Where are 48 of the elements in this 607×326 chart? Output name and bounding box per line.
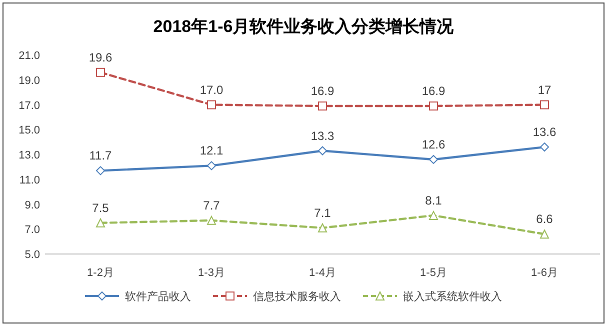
- data-label: 7.7: [203, 198, 220, 212]
- point: [429, 210, 438, 220]
- y-tick-label: 17.0: [18, 100, 40, 112]
- y-tick-label: 5.0: [24, 249, 40, 261]
- data-label: 16.9: [310, 84, 334, 98]
- y-tick-label: 19.0: [18, 74, 40, 87]
- y-tick-label: 9.0: [24, 199, 40, 212]
- data-label: 12.1: [200, 144, 224, 158]
- point: [207, 216, 216, 225]
- x-tick-label: 1-3月: [198, 267, 225, 279]
- point: [96, 68, 105, 77]
- data-label: 8.1: [425, 193, 442, 208]
- y-tick-label: 11.0: [19, 174, 40, 186]
- chart-title: 2018年1-6月软件业务收入分类增长情况: [153, 17, 455, 36]
- point: [429, 101, 438, 110]
- y-tick-label: 13.0: [18, 150, 40, 162]
- legend-label: 软件产品收入: [125, 290, 191, 303]
- point: [318, 146, 327, 156]
- data-label: 13.3: [310, 128, 334, 143]
- point: [96, 218, 105, 228]
- x-tick-label: 1-2月: [87, 267, 114, 279]
- data-label: 12.6: [422, 137, 446, 152]
- point: [318, 223, 327, 232]
- y-tick-label: 7.0: [24, 224, 40, 236]
- legend-label: 信息技术服务收入: [253, 290, 341, 303]
- data-label: 13.6: [532, 125, 556, 140]
- data-label: 11.7: [89, 148, 112, 163]
- x-tick-label: 1-5月: [420, 267, 447, 279]
- data-label: 17: [538, 82, 552, 97]
- x-tick-label: 1-4月: [309, 267, 336, 279]
- data-label: 16.9: [422, 84, 446, 98]
- x-tick-label: 1-6月: [531, 267, 558, 279]
- point: [540, 100, 549, 110]
- y-tick-label: 15.0: [18, 124, 40, 137]
- data-label: 17.0: [200, 82, 224, 97]
- point: [318, 101, 327, 110]
- y-tick-label: 21.0: [18, 50, 40, 62]
- point: [429, 154, 438, 164]
- data-label: 19.6: [88, 50, 112, 64]
- point: [540, 230, 549, 239]
- data-label: 6.6: [536, 212, 554, 226]
- point: [96, 166, 105, 176]
- point: [540, 142, 549, 152]
- point: [207, 161, 216, 170]
- data-label: 7.1: [314, 206, 332, 220]
- legend-label: 嵌入式系统软件收入: [403, 290, 502, 303]
- data-label: 7.5: [92, 200, 110, 215]
- point: [207, 100, 216, 110]
